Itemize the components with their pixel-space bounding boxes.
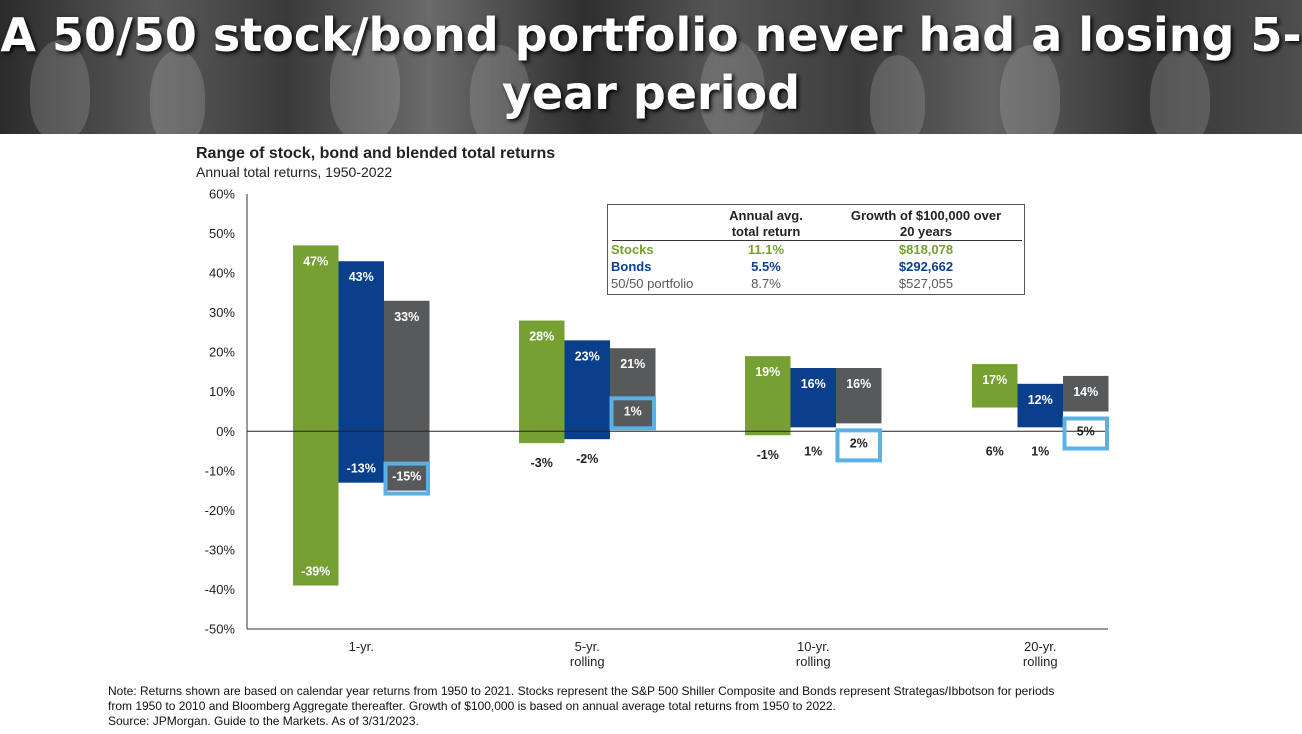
stocks-range-bar xyxy=(293,245,339,586)
y-tick-label: 40% xyxy=(209,266,235,281)
banner-photo-figure xyxy=(30,40,90,134)
banner-photo-figure xyxy=(1150,50,1210,134)
bonds-high-label: 23% xyxy=(575,349,600,363)
table-row-growth: $818,078 xyxy=(898,242,954,257)
footnotes: Note: Returns shown are based on calenda… xyxy=(108,684,1218,729)
stocks-high-label: 17% xyxy=(982,373,1007,387)
portfolio-range-bar xyxy=(610,348,656,428)
portfolio-low-highlight-box xyxy=(609,396,656,431)
bonds-low-label: -2% xyxy=(576,452,598,466)
portfolio-high-label: 14% xyxy=(1073,385,1098,399)
portfolio-high-label: 16% xyxy=(846,377,871,391)
return-summary-table: Annual avg. total return Growth of $100,… xyxy=(607,204,1025,295)
x-category-label: 20-yr. xyxy=(1024,639,1057,654)
portfolio-range-bar xyxy=(384,300,430,491)
portfolio-low-highlight-box xyxy=(1062,416,1109,451)
table-row-growth: $527,055 xyxy=(898,276,954,291)
table-row-return: 11.1% xyxy=(747,242,785,257)
stocks-range-bar xyxy=(972,364,1018,408)
bonds-low-label: 1% xyxy=(1031,444,1049,458)
banner-photo-figure xyxy=(330,30,400,134)
banner-photo-figure xyxy=(150,50,205,134)
bonds-high-label: 12% xyxy=(1028,393,1053,407)
chart-subtitle: Annual total returns, 1950-2022 xyxy=(196,164,393,180)
stocks-low-label: -39% xyxy=(301,565,330,579)
y-tick-label: 0% xyxy=(216,424,235,439)
footnote-line: from 1950 to 2010 and Bloomberg Aggregat… xyxy=(108,699,836,713)
banner-photo-figure xyxy=(700,40,765,134)
table-row-return: 8.7% xyxy=(751,276,781,291)
table-row-return: 5.5% xyxy=(751,259,781,274)
stocks-low-label: 6% xyxy=(986,444,1004,458)
y-tick-label: -40% xyxy=(205,582,236,597)
stocks-low-label: -1% xyxy=(757,448,779,462)
table-row-label: Stocks xyxy=(611,242,654,257)
banner-photo-figure xyxy=(870,55,925,134)
table-header-growth-line: Growth of $100,000 over xyxy=(850,208,1002,223)
bonds-range-bar xyxy=(338,261,384,483)
table-row-label: 50/50 portfolio xyxy=(611,276,694,291)
chart-title: Range of stock, bond and blended total r… xyxy=(196,145,556,162)
portfolio-low-label: -15% xyxy=(392,470,421,484)
bonds-high-label: 43% xyxy=(349,270,374,284)
x-category-label: 1-yr. xyxy=(349,639,374,654)
stocks-range-bar xyxy=(745,356,791,436)
bonds-range-bar xyxy=(564,340,610,440)
y-tick-label: 10% xyxy=(209,384,235,399)
y-tick-label: 30% xyxy=(209,305,235,320)
portfolio-low-label: 2% xyxy=(850,436,868,450)
portfolio-low-label: 5% xyxy=(1077,425,1095,439)
bonds-low-label: 1% xyxy=(804,444,822,458)
y-tick-label: -20% xyxy=(205,503,236,518)
portfolio-low-highlight-box xyxy=(835,428,882,463)
banner-photo-figure xyxy=(470,45,530,134)
portfolio-low-highlight-box xyxy=(383,461,430,496)
table-row-label: Bonds xyxy=(611,259,652,274)
stocks-high-label: 19% xyxy=(755,365,780,379)
x-category-label: rolling xyxy=(570,654,605,669)
portfolio-range-bar xyxy=(1063,375,1109,412)
stocks-high-label: 28% xyxy=(529,330,554,344)
portfolio-range-bar xyxy=(836,368,882,424)
slide-title: A 50/50 stock/bond portfolio never had a… xyxy=(0,8,1302,120)
bonds-low-label: -13% xyxy=(347,462,376,476)
y-tick-label: -30% xyxy=(205,542,236,557)
table-header-rule xyxy=(612,240,1022,241)
y-tick-label: -50% xyxy=(205,622,236,637)
x-category-label: 10-yr. xyxy=(797,639,830,654)
header-banner: A 50/50 stock/bond portfolio never had a… xyxy=(0,0,1302,134)
stocks-high-label: 47% xyxy=(303,254,328,268)
bonds-range-bar xyxy=(1017,383,1063,428)
bonds-high-label: 16% xyxy=(801,377,826,391)
table-header-return-line: Annual avg. xyxy=(729,208,803,223)
table-header-return-line: total return xyxy=(731,224,801,239)
x-category-label: 5-yr. xyxy=(575,639,600,654)
y-tick-label: -10% xyxy=(205,463,236,478)
y-tick-label: 50% xyxy=(209,226,235,241)
table-row-growth: $292,662 xyxy=(898,259,954,274)
stocks-low-label: -3% xyxy=(531,456,553,470)
portfolio-low-label: 1% xyxy=(624,404,642,418)
table-header-return: Annual avg. total return xyxy=(706,208,826,240)
banner-photo-figure xyxy=(1000,45,1060,134)
portfolio-high-label: 21% xyxy=(620,357,645,371)
footnote-line: Note: Returns shown are based on calenda… xyxy=(108,684,1055,698)
bonds-range-bar xyxy=(790,368,836,428)
portfolio-high-label: 33% xyxy=(394,310,419,324)
y-tick-label: 20% xyxy=(209,345,235,360)
table-header-growth: Growth of $100,000 over 20 years xyxy=(826,208,1026,240)
y-tick-label: 60% xyxy=(209,187,235,202)
footnote-source: Source: JPMorgan. Guide to the Markets. … xyxy=(108,714,419,728)
stocks-range-bar xyxy=(519,320,565,444)
x-category-label: rolling xyxy=(796,654,831,669)
x-category-label: rolling xyxy=(1023,654,1058,669)
table-header-growth-line: 20 years xyxy=(899,224,953,239)
